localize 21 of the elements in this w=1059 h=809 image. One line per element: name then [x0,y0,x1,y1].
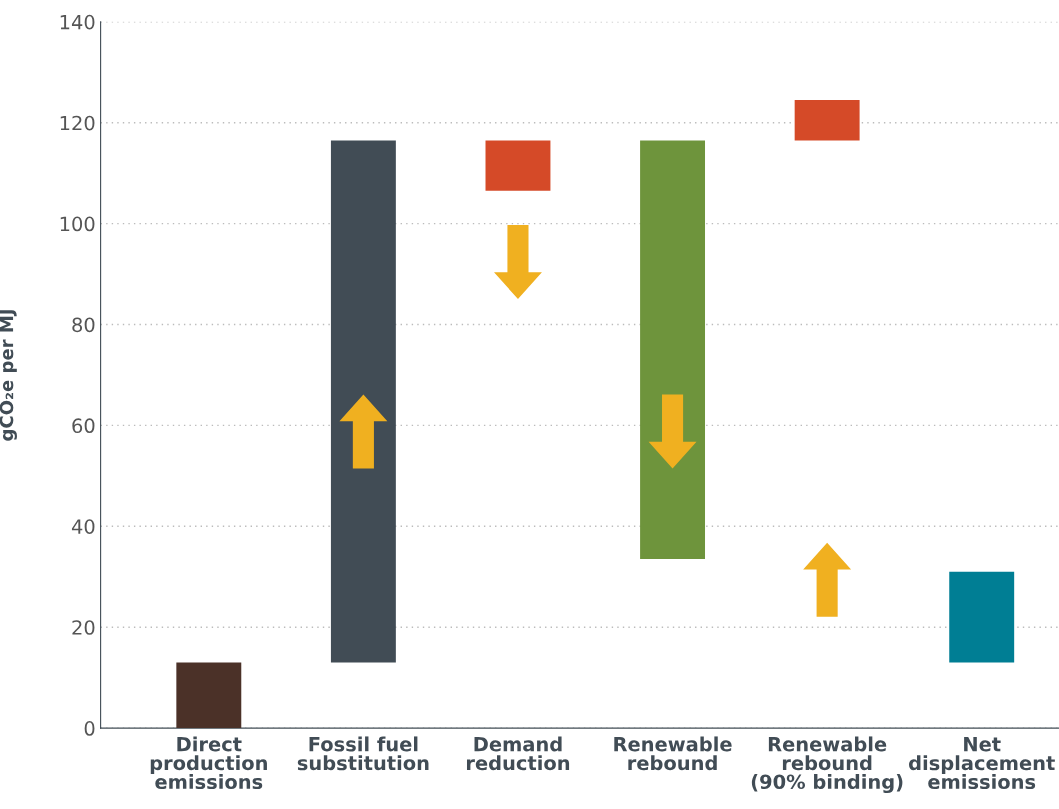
y-tick-label: 60 [72,418,95,434]
bar [176,662,242,729]
bar [485,140,551,191]
x-tick-label: Direct production emissions [150,736,267,790]
x-tick-label: Demand reduction [466,736,570,771]
x-tick-label: Renewable rebound (90% binding) [751,736,903,794]
x-tick-label: Fossil fuel substitution [297,736,429,771]
bar [949,571,1015,663]
y-tick-label: 120 [60,115,95,131]
x-tick-label: Renewable rebound [614,736,732,771]
x-tick-label: Net displacement emissions [909,737,1055,790]
y-tick-label: 100 [60,216,95,232]
y-axis-title: gCO₂e per MJ [0,310,17,441]
y-tick-label: 0 [84,721,95,736]
y-tick-label: 20 [72,620,95,635]
y-tick-label: 40 [71,519,95,534]
y-tick-label: 80 [72,317,95,333]
bar [330,140,396,663]
bar [794,100,860,141]
bar [640,140,706,560]
y-tick-label: 140 [60,14,95,30]
